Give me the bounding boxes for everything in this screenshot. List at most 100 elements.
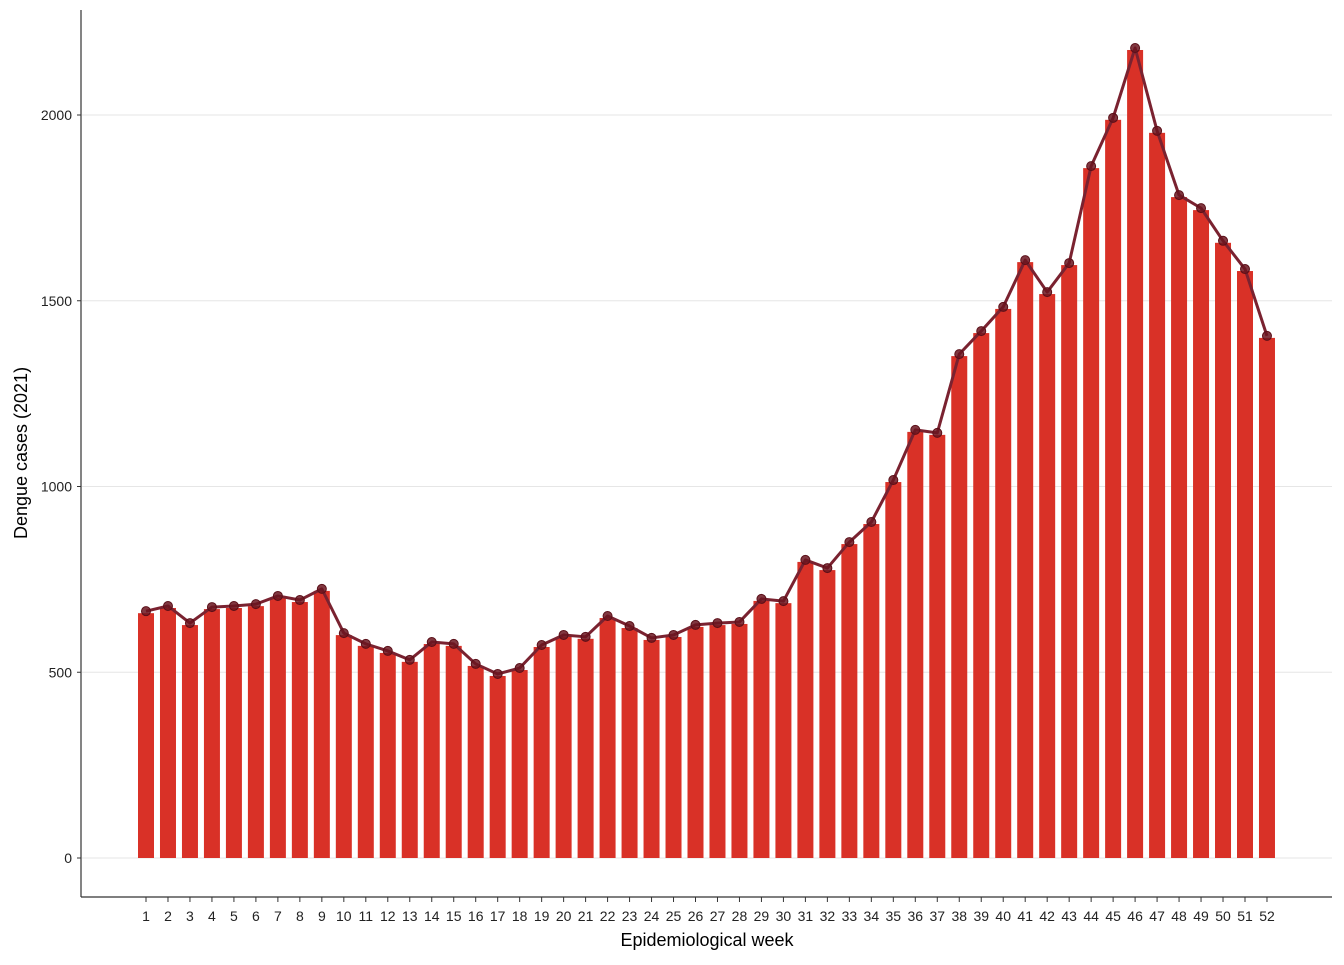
bar-week-10 (335, 635, 352, 858)
x-tick-label: 44 (1083, 908, 1099, 924)
point-week-9 (316, 583, 327, 594)
bar-week-6 (247, 606, 264, 858)
x-tick-label: 5 (230, 908, 238, 924)
y-tick-label: 1000 (41, 479, 72, 495)
x-tick-label: 40 (995, 908, 1011, 924)
point-week-33 (844, 537, 855, 548)
point-week-16 (470, 658, 481, 669)
point-week-4 (206, 602, 217, 613)
point-week-6 (250, 599, 261, 610)
point-week-2 (162, 600, 173, 611)
x-tick-label: 24 (644, 908, 660, 924)
x-tick-label: 6 (252, 908, 260, 924)
bar-week-48 (1171, 197, 1188, 858)
x-tick-label: 42 (1039, 908, 1055, 924)
point-week-26 (690, 619, 701, 630)
point-week-45 (1108, 112, 1119, 123)
bar-week-23 (621, 628, 638, 858)
x-tick-label: 27 (710, 908, 726, 924)
x-tick-label: 2 (164, 908, 172, 924)
bar-week-35 (885, 482, 902, 858)
x-tick-label: 23 (622, 908, 638, 924)
bar-week-44 (1083, 168, 1100, 858)
point-week-39 (976, 326, 987, 337)
bar-week-37 (929, 434, 946, 858)
point-week-49 (1196, 203, 1207, 214)
bar-week-50 (1215, 242, 1232, 858)
bar-week-12 (379, 652, 396, 858)
bar-week-32 (819, 570, 836, 858)
bar-week-43 (1061, 265, 1078, 858)
x-tick-label: 31 (798, 908, 814, 924)
point-week-28 (734, 616, 745, 627)
point-week-36 (910, 424, 921, 435)
x-tick-label: 25 (666, 908, 682, 924)
bar-week-16 (467, 665, 484, 858)
x-tick-label: 50 (1215, 908, 1231, 924)
bar-week-4 (203, 609, 220, 858)
point-week-38 (954, 349, 965, 360)
point-week-11 (360, 638, 371, 649)
point-week-32 (822, 563, 833, 574)
point-week-13 (404, 654, 415, 665)
point-week-48 (1174, 190, 1185, 201)
y-axis-label: Dengue cases (2021) (11, 367, 31, 539)
bar-week-18 (511, 670, 528, 858)
point-week-29 (756, 593, 767, 604)
point-week-12 (382, 645, 393, 656)
x-tick-label: 46 (1127, 908, 1143, 924)
x-tick-label: 28 (732, 908, 748, 924)
point-week-46 (1130, 42, 1141, 53)
x-tick-label: 29 (754, 908, 770, 924)
x-tick-label: 41 (1017, 908, 1033, 924)
bar-week-15 (445, 645, 462, 858)
x-tick-label: 30 (776, 908, 792, 924)
x-tick-label: 13 (402, 908, 418, 924)
bar-week-29 (753, 600, 770, 858)
point-week-10 (338, 628, 349, 639)
point-week-41 (1020, 255, 1031, 266)
bar-week-26 (687, 626, 704, 858)
x-tick-label: 37 (929, 908, 945, 924)
bar-week-17 (489, 675, 506, 858)
bar-week-8 (291, 602, 308, 858)
bar-week-14 (423, 644, 440, 858)
x-tick-label: 16 (468, 908, 484, 924)
y-tick-label: 500 (49, 664, 73, 680)
x-tick-label: 9 (318, 908, 326, 924)
point-week-40 (998, 301, 1009, 312)
bar-week-22 (599, 618, 616, 858)
bar-week-21 (577, 638, 594, 858)
x-tick-label: 3 (186, 908, 194, 924)
bar-week-20 (555, 636, 572, 858)
x-tick-label: 38 (951, 908, 967, 924)
bar-week-34 (863, 524, 880, 858)
point-week-17 (492, 668, 503, 679)
gridlines (82, 114, 1332, 859)
x-tick-label: 34 (864, 908, 880, 924)
point-week-44 (1086, 161, 1097, 172)
x-tick-label: 22 (600, 908, 616, 924)
x-tick-label: 11 (359, 908, 374, 924)
bar-week-2 (159, 607, 176, 858)
bar-week-45 (1105, 119, 1122, 859)
x-tick-label: 18 (512, 908, 528, 924)
x-tick-label: 14 (424, 908, 440, 924)
y-tick-label: 1500 (41, 293, 72, 309)
x-tick-label: 45 (1105, 908, 1121, 924)
x-tick-label: 33 (842, 908, 858, 924)
x-tick-label: 7 (274, 908, 282, 924)
bar-week-28 (731, 623, 748, 858)
bar-week-33 (841, 544, 858, 858)
point-week-8 (294, 595, 305, 606)
x-tick-label: 17 (490, 908, 506, 924)
point-week-42 (1042, 287, 1053, 298)
point-week-35 (888, 475, 899, 486)
bar-week-40 (995, 308, 1012, 859)
point-week-34 (866, 517, 877, 528)
x-tick-label: 49 (1193, 908, 1209, 924)
point-week-25 (668, 629, 679, 640)
x-tick-label: 51 (1237, 908, 1253, 924)
